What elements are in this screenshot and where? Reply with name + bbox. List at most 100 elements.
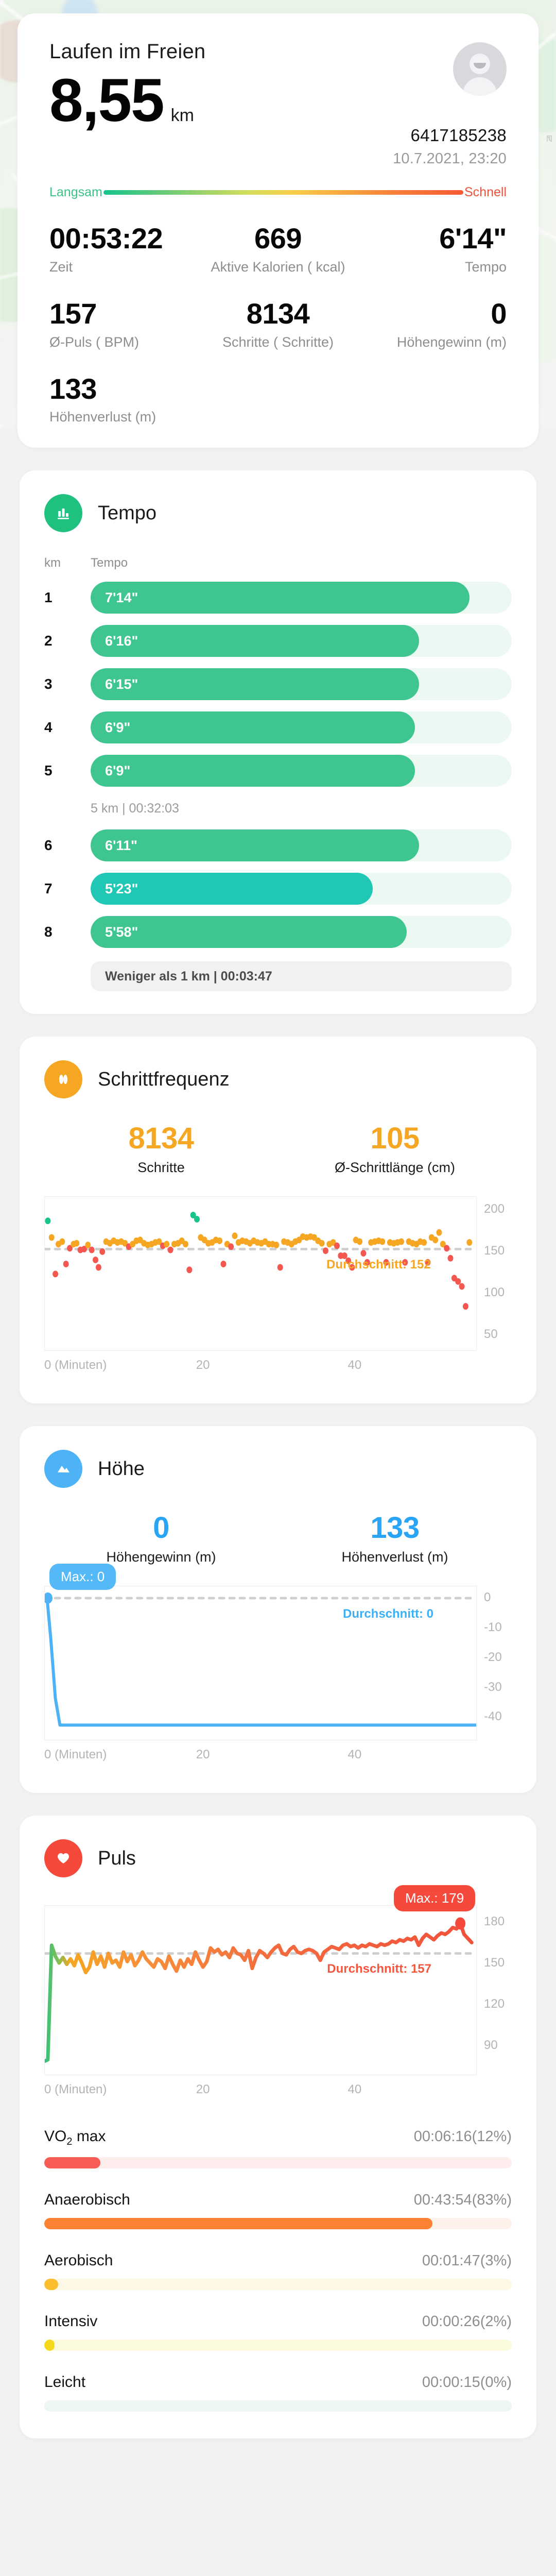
pace-row-track: 6'15"	[91, 668, 512, 701]
pace-row[interactable]: 4 6'9"	[20, 711, 536, 744]
elevation-loss-value: 133	[370, 1511, 420, 1545]
cadence-average-label: Durchschnitt: 152	[326, 1257, 431, 1272]
summary-stat-value: 133	[49, 372, 97, 405]
heartrate-zone-track	[44, 2340, 512, 2351]
x-axis-tick: 40	[348, 2082, 362, 2097]
speed-slow-label: Langsam	[49, 185, 102, 199]
pace-row-bar: 6'16"	[91, 625, 420, 657]
y-axis-tick: 90	[484, 2038, 498, 2052]
pace-row-km: 7	[44, 880, 53, 897]
pace-row-value: 5'23"	[105, 880, 138, 896]
heart-icon	[44, 1839, 82, 1878]
elevation-loss-label: Höhenverlust (m)	[341, 1549, 448, 1565]
heartrate-y-axis: 180 150 120 90	[484, 1905, 546, 2075]
pace-row[interactable]: 2 6'16"	[20, 625, 536, 657]
pace-row-track: 5'23"	[91, 873, 512, 905]
pace-row[interactable]: 7 5'23"	[20, 873, 536, 905]
cadence-card: Schrittfrequenz 8134 Schritte 105 Ø-Schr…	[20, 1037, 536, 1404]
heartrate-zone-time: 00:06:16(12%)	[413, 2128, 512, 2145]
pace-row[interactable]: 1 7'14"	[20, 582, 536, 614]
x-axis-tick: 40	[348, 1748, 362, 1762]
heartrate-zone-name: Anaerobisch	[44, 2191, 130, 2209]
heartrate-card-title: Puls	[98, 1847, 136, 1869]
y-axis-tick: -40	[484, 1709, 502, 1724]
heartrate-card: Puls Max.: 179 180 150 120 90 Durchschnitt:…	[20, 1816, 536, 2439]
pace-row[interactable]: 5 6'9"	[20, 755, 536, 787]
elevation-gain-label: Höhengewinn (m)	[106, 1549, 216, 1565]
pace-row-km: 4	[44, 719, 53, 736]
summary-stat-value: 0	[491, 297, 507, 330]
summary-stat: 00:53:22 Zeit	[49, 223, 202, 275]
summary-stats-grid: 00:53:22 Zeit 669 Aktive Kalorien ( kcal) 6'…	[49, 223, 507, 425]
elevation-chart-wrap: Max.: 0 0 -10 -20 -30 -40 Durchschnitt: 0 0 …	[44, 1564, 512, 1770]
pace-row-bar: 6'11"	[91, 829, 420, 862]
heartrate-zone-list: VO2 max 00:06:16(12%) Anaerobisch 00:43:54(…	[20, 2128, 536, 2412]
pace-row-track: 6'11"	[91, 829, 512, 862]
heartrate-x-axis: 0 (Minuten) 20 40	[44, 2082, 477, 2105]
heartrate-chart-wrap: Max.: 179 180 150 120 90 Durchschnitt: 157 …	[44, 1885, 512, 2105]
heartrate-zone-track	[44, 2279, 512, 2291]
heartrate-average-label: Durchschnitt: 157	[327, 1961, 431, 1976]
compass-secondary-label: T	[547, 134, 552, 143]
y-axis-tick: 120	[484, 1997, 505, 2011]
summary-stat: 669 Aktive Kalorien ( kcal)	[202, 223, 354, 275]
cadence-stride-value: 105	[370, 1122, 420, 1156]
pace-row-track: 7'14"	[91, 582, 512, 614]
elevation-card: Höhe 0 Höhengewinn (m) 133 Höhenverlust …	[20, 1426, 536, 1793]
pace-row-track: 6'16"	[91, 625, 512, 657]
pace-row-km: 1	[44, 589, 53, 606]
y-axis-tick: 150	[484, 1243, 505, 1258]
pace-row[interactable]: 6 6'11"	[20, 829, 536, 862]
mountain-icon	[44, 1450, 82, 1488]
heartrate-zone-time: 00:01:47(3%)	[422, 2252, 512, 2269]
pace-split-note: 5 km | 00:32:03	[91, 801, 179, 816]
activity-summary-card: Laufen im Freien 8,55 km 6417185238 10.7…	[18, 13, 538, 448]
pace-row-bar: 6'9"	[91, 755, 415, 787]
heartrate-zone-row: VO2 max 00:06:16(12%)	[20, 2128, 536, 2169]
heartrate-line-chart	[44, 1905, 477, 2076]
heartrate-zone-time: 00:43:54(83%)	[413, 2192, 512, 2209]
elevation-y-axis: 0 -10 -20 -30 -40	[484, 1586, 546, 1740]
sport-type-title: Laufen im Freien	[49, 40, 206, 63]
heartrate-zone-name: Aerobisch	[44, 2252, 113, 2269]
cadence-scatter-chart	[44, 1196, 477, 1351]
x-axis-tick: 0 (Minuten)	[44, 2082, 107, 2097]
bar-chart-icon	[44, 494, 82, 533]
pace-row-track: 6'9"	[91, 711, 512, 744]
pace-card-title: Tempo	[98, 502, 157, 524]
pace-row-value: 6'11"	[105, 837, 137, 853]
summary-stat: 8134 Schritte ( Schritte)	[202, 298, 354, 350]
footprints-icon	[44, 1060, 82, 1099]
summary-stat-label: Höhengewinn (m)	[396, 334, 507, 350]
pace-row[interactable]: 8 5'58"	[20, 916, 536, 948]
heartrate-zone-name: VO2 max	[44, 2128, 106, 2148]
pace-row[interactable]: 3 6'15"	[20, 668, 536, 701]
cadence-steps-label: Schritte	[137, 1160, 185, 1176]
pace-row-value: 6'16"	[105, 633, 138, 649]
elevation-average-label: Durchschnitt: 0	[342, 1607, 433, 1621]
pace-row-track: 5'58"	[91, 916, 512, 948]
pace-row-bar: 6'9"	[91, 711, 415, 744]
summary-stat: 6'14" Tempo	[354, 223, 507, 275]
heartrate-zone-row: Leicht 00:00:15(0%)	[20, 2374, 536, 2412]
heartrate-zone-track	[44, 2218, 512, 2230]
pace-row-bar: 6'15"	[91, 668, 420, 701]
pace-row-km: 3	[44, 676, 53, 692]
elevation-line-chart	[44, 1586, 477, 1741]
heartrate-zone-time: 00:00:15(0%)	[422, 2374, 512, 2391]
heartrate-zone-name: Intensiv	[44, 2313, 98, 2330]
compass-north-label: N	[546, 134, 553, 144]
pace-row-bar: 7'14"	[91, 582, 470, 614]
y-axis-tick: -30	[484, 1680, 502, 1694]
x-axis-tick: 0 (Minuten)	[44, 1358, 107, 1372]
pace-row-value: 6'9"	[105, 762, 131, 778]
avatar[interactable]	[453, 42, 507, 96]
cadence-chart-wrap: 200 150 100 50 Durchschnitt: 152 0 (Minuten…	[44, 1196, 512, 1381]
summary-stat-label: Höhenverlust (m)	[49, 409, 157, 425]
pace-row-km: 8	[44, 924, 53, 940]
pace-row-bar: 5'23"	[91, 873, 373, 905]
pace-row-list: 1 7'14" 2 6'16" 3 6'15" 4 6'9" 5 6'9" 5 km | 00:32…	[20, 582, 536, 948]
summary-stat: 0 Höhengewinn (m)	[354, 297, 507, 350]
pace-row-km: 2	[44, 633, 53, 649]
y-axis-tick: 50	[484, 1327, 498, 1341]
